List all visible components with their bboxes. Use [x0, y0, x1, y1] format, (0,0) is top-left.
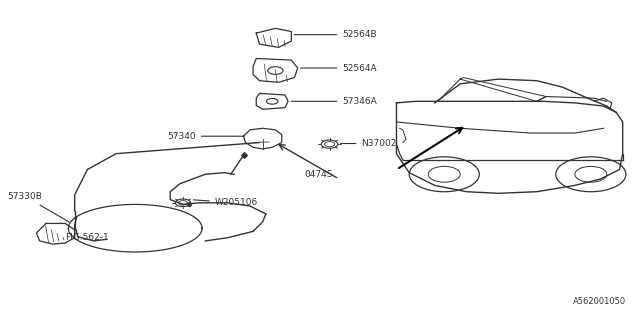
- Text: 57346A: 57346A: [291, 97, 377, 106]
- Text: 57330B: 57330B: [8, 192, 69, 222]
- Text: A562001050: A562001050: [573, 297, 626, 306]
- Text: 52564B: 52564B: [294, 30, 377, 39]
- Text: 52564A: 52564A: [300, 63, 377, 73]
- Text: N37002: N37002: [340, 139, 397, 148]
- Point: [239, 153, 249, 158]
- Text: 57340: 57340: [167, 132, 244, 141]
- Text: 0474S: 0474S: [304, 170, 333, 179]
- Text: W205106: W205106: [193, 198, 258, 207]
- Text: FIG.562-1: FIG.562-1: [65, 233, 109, 242]
